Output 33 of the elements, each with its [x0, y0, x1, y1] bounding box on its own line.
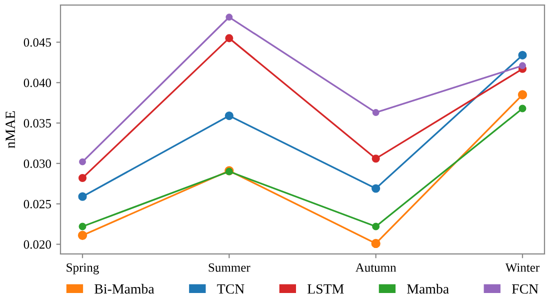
point — [518, 104, 526, 112]
x-tick-label: Autumn — [355, 263, 396, 272]
point — [224, 111, 234, 120]
y-tick-label: 0.030 — [24, 159, 51, 168]
x-tick-label: Spring — [66, 263, 99, 274]
point — [372, 154, 380, 163]
point — [78, 174, 87, 182]
point — [372, 184, 380, 193]
y-tick-label: 0.045 — [24, 38, 51, 47]
legend-label: TCN — [217, 284, 244, 294]
point — [372, 222, 380, 230]
y-axis-title: nMAE — [6, 111, 15, 148]
point — [371, 238, 380, 248]
y-tick-label: 0.025 — [24, 200, 51, 208]
point — [78, 230, 88, 240]
point — [372, 109, 380, 116]
y-tick-label: 0.020 — [24, 240, 51, 249]
point — [518, 90, 528, 100]
legend-label: LSTM — [308, 284, 344, 294]
legend-label: Mamba — [407, 284, 449, 294]
point — [79, 158, 86, 166]
x-tick-label: Winter — [505, 263, 540, 272]
point — [225, 34, 234, 42]
point — [226, 14, 233, 21]
point — [518, 50, 527, 60]
point — [78, 222, 86, 230]
legend-label: FCN — [512, 284, 538, 294]
y-tick-label: 0.035 — [24, 119, 51, 128]
legend-label: Bi-Mamba — [94, 284, 154, 294]
x-tick-label: Summer — [208, 263, 250, 272]
y-tick-label: 0.040 — [24, 78, 51, 88]
point — [78, 192, 87, 201]
point — [519, 62, 526, 70]
